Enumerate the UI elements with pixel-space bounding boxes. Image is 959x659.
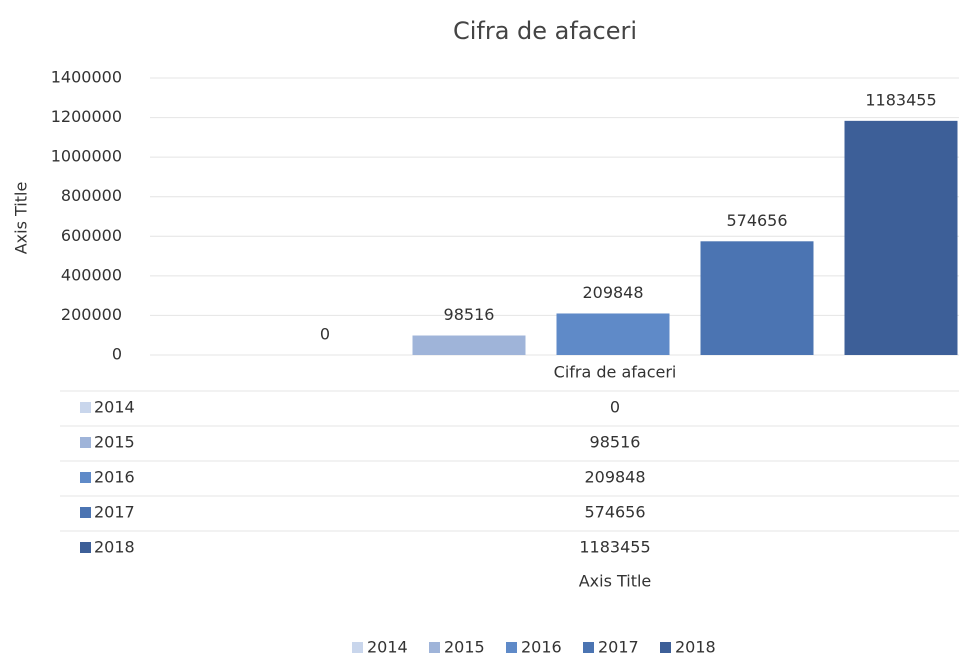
table-key [80, 437, 91, 448]
table-value: 209848 [584, 468, 645, 487]
data-label: 98516 [444, 305, 495, 324]
table-series-name: 2016 [94, 468, 135, 487]
table-series-name: 2017 [94, 503, 135, 522]
y-tick-label: 0 [112, 345, 122, 364]
y-tick-label: 400000 [61, 265, 122, 284]
x-axis-title: Axis Title [579, 572, 652, 591]
table-value: 574656 [584, 503, 645, 522]
legend-label: 2018 [675, 638, 716, 657]
table-series-name: 2018 [94, 538, 135, 557]
table-value: 1183455 [579, 538, 650, 557]
table-value: 0 [610, 398, 620, 417]
table-series-name: 2015 [94, 433, 135, 452]
table-key [80, 402, 91, 413]
y-tick-label: 600000 [61, 226, 122, 245]
y-tick-label: 1400000 [51, 68, 122, 87]
y-axis-title: Axis Title [12, 182, 31, 255]
table-key [80, 542, 91, 553]
legend-key [506, 642, 517, 653]
y-tick-label: 800000 [61, 186, 122, 205]
table-header: Cifra de afaceri [554, 363, 677, 382]
legend-key [583, 642, 594, 653]
bar [700, 241, 814, 355]
chart-title: Cifra de afaceri [453, 17, 637, 45]
table-series-name: 2014 [94, 398, 135, 417]
legend-label: 2015 [444, 638, 485, 657]
data-label: 1183455 [865, 90, 936, 109]
bar [844, 120, 958, 356]
table-key [80, 507, 91, 518]
legend-key [660, 642, 671, 653]
bar [556, 313, 670, 355]
legend-label: 2017 [598, 638, 639, 657]
legend-label: 2016 [521, 638, 562, 657]
y-tick-label: 200000 [61, 305, 122, 324]
legend-label: 2014 [367, 638, 408, 657]
legend-key [429, 642, 440, 653]
data-label: 209848 [582, 283, 643, 302]
data-label: 574656 [726, 211, 787, 230]
legend-key [352, 642, 363, 653]
data-label: 0 [320, 325, 330, 344]
bar [412, 335, 526, 355]
y-tick-label: 1200000 [51, 107, 122, 126]
table-value: 98516 [590, 433, 641, 452]
y-tick-label: 1000000 [51, 147, 122, 166]
table-key [80, 472, 91, 483]
